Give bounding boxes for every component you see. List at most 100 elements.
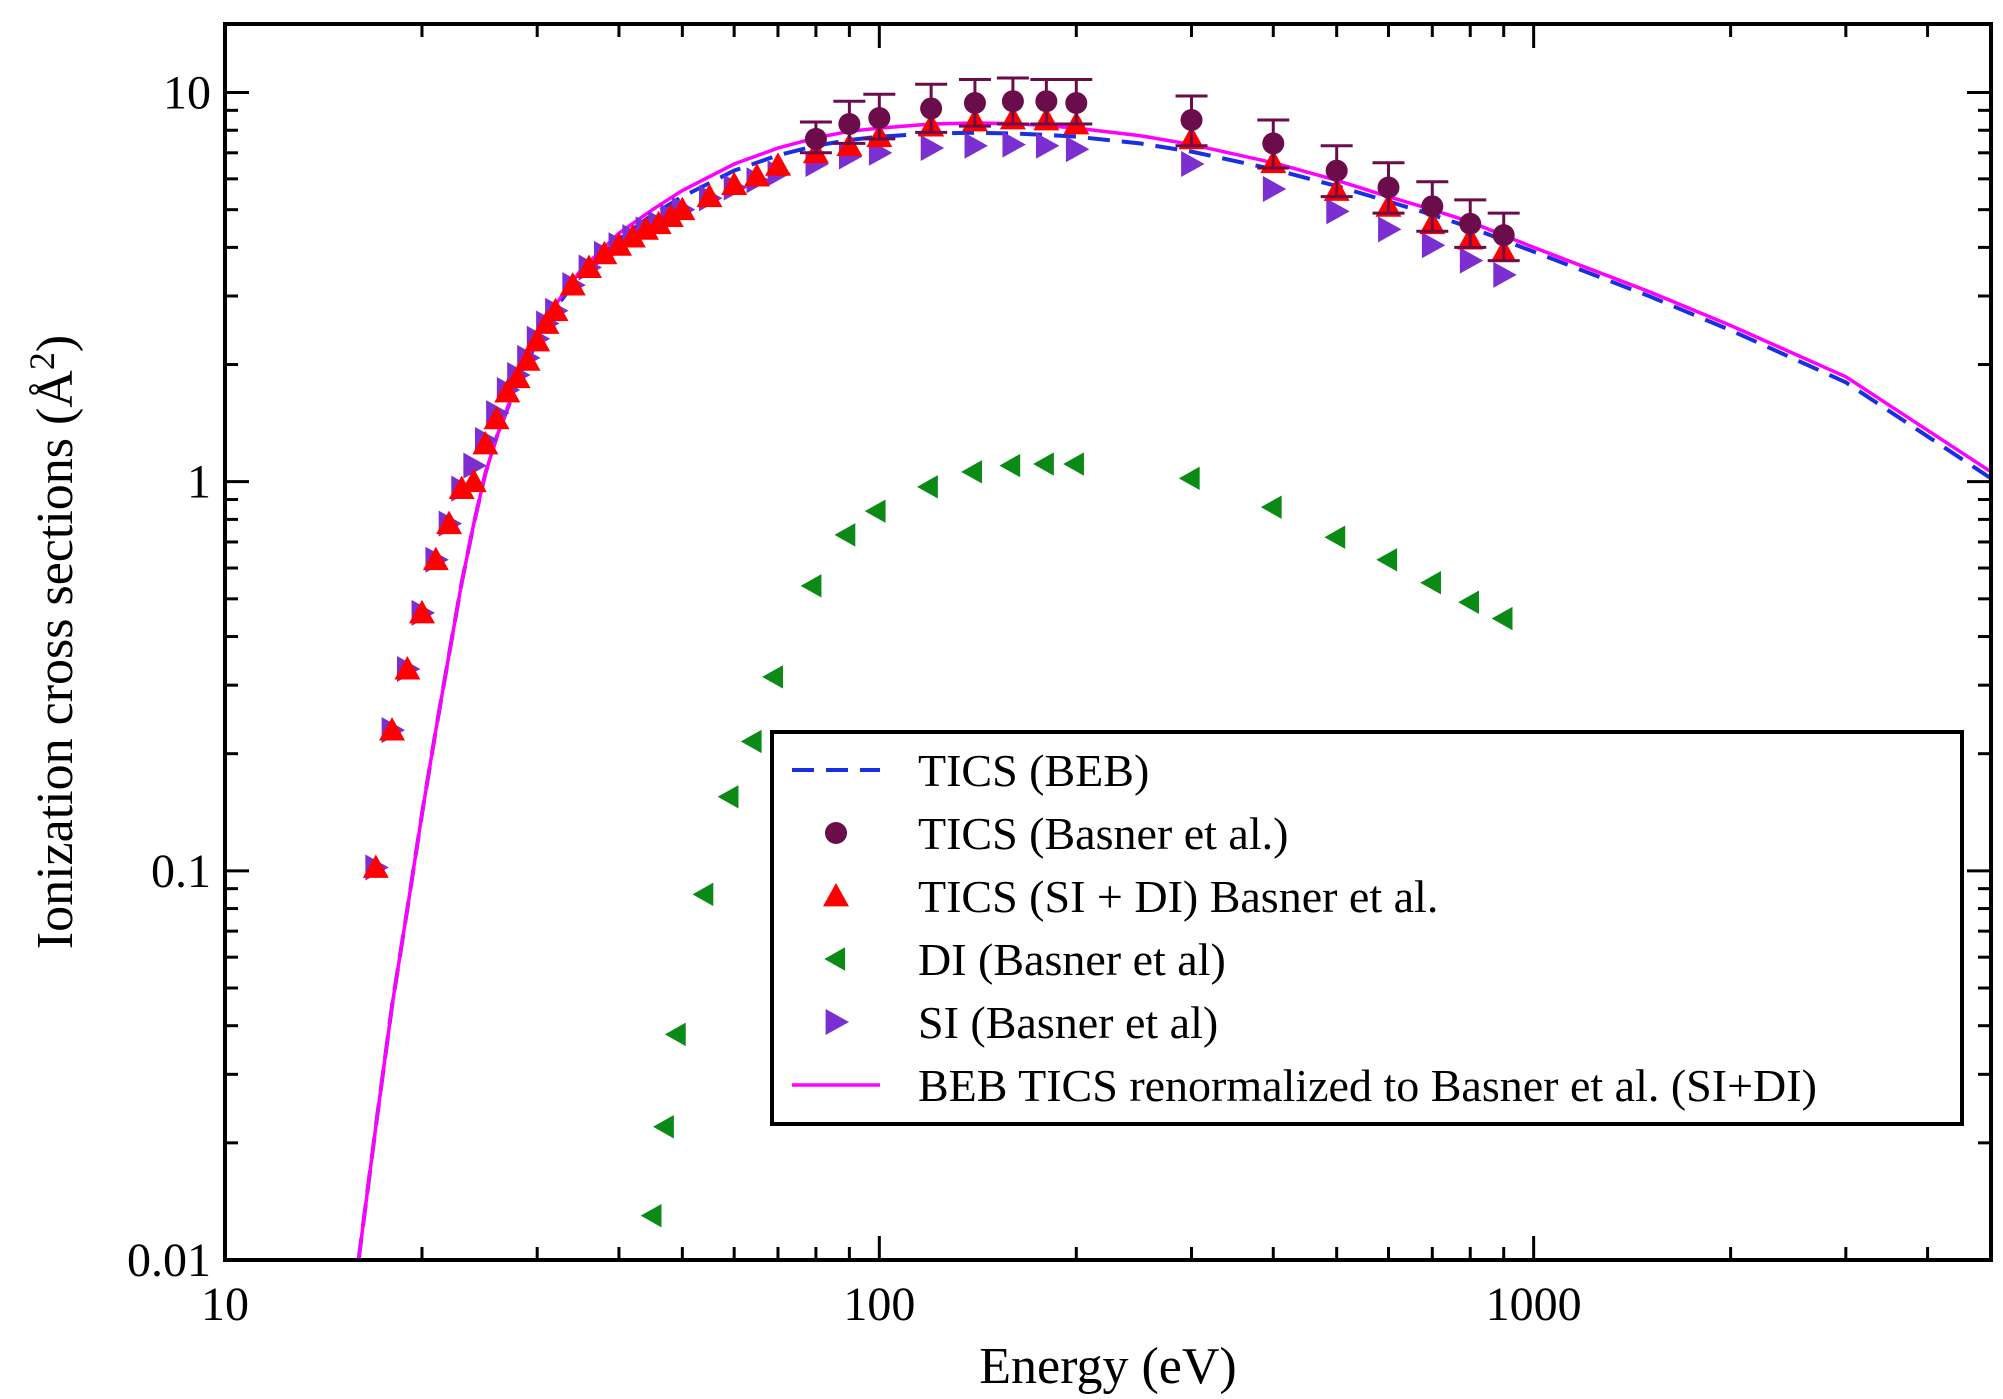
x-tick-label: 100 [843,1278,915,1331]
data-point [1377,176,1400,199]
data-point [999,453,1021,478]
data-point [1180,108,1203,131]
data-point [591,240,618,265]
data-point [657,203,684,227]
data-point [868,107,891,130]
data-point [1491,606,1513,631]
data-point [692,882,714,907]
series-5 [356,121,1991,1260]
data-point [1035,132,1060,159]
data-point [362,854,389,878]
data-point [1033,452,1054,476]
data-point [1262,132,1285,155]
data-point [717,785,739,809]
legend: TICS (BEB) TICS (Basner et al.) TICS (SI +… [770,730,1964,1126]
data-point [1458,590,1479,614]
data-point [460,468,487,493]
series-1 [799,76,1520,263]
data-point [1421,232,1446,259]
data-point [1262,176,1287,203]
legend-label: TICS (SI + DI) Basner et al. [918,871,1438,922]
data-point [619,224,646,248]
data-point [764,152,791,176]
data-point [448,475,475,499]
tick-marks [223,24,1993,1262]
legend-swatch-marker [825,822,847,844]
data-point [1492,224,1515,247]
legend-label: DI (Basner et al) [918,934,1226,985]
data-point [533,310,560,334]
data-point [1326,198,1350,225]
data-point [542,297,569,322]
data-point [1493,261,1517,288]
data-point [1376,548,1398,572]
data-point [1063,452,1084,476]
y-axis-title: Ionization cross sections (Å2) [22,335,84,949]
data-point [559,272,586,296]
data-point [804,127,827,150]
data-point [1181,151,1205,178]
y-axis-title-power: 2 [22,352,62,370]
data-point [743,163,770,187]
data-point [645,210,672,235]
plot-frame [223,22,1993,1262]
y-axis-title-main: Ionization cross sections ( [27,408,84,950]
data-point [917,475,938,499]
legend-label: TICS (BEB) [918,745,1149,796]
data-point [653,1115,674,1139]
series-line [356,121,1991,1260]
legend-label: SI (Basner et al) [918,997,1218,1048]
data-point [838,113,861,136]
data-point [514,347,541,371]
data-point [1459,212,1482,235]
legend-label: BEB TICS renormalized to Basner et al. (… [918,1060,1817,1111]
y-tick-label: 0.01 [127,1234,211,1287]
data-point [920,97,943,120]
data-point [864,499,886,523]
data-point [394,656,421,680]
y-axis-title-close: ) [27,335,84,352]
data-point [379,717,406,741]
data-point [1002,131,1026,158]
legend-swatch-marker [824,947,846,971]
data-point [1065,91,1088,114]
y-tick-label: 0.1 [151,845,211,898]
data-point [1178,466,1200,491]
data-point [436,510,463,535]
y-tick-label: 1 [187,456,211,509]
data-point [1001,90,1024,113]
tick-labels: 10 100 1000 0.01 0.1 1 10 [127,67,1582,1331]
data-point [1260,495,1282,519]
data-point [640,1203,662,1228]
data-point [800,574,822,598]
data-point [964,132,988,159]
legend-swatch-marker [825,1009,849,1035]
data-point [1421,195,1444,218]
data-point [961,460,983,484]
data-point [762,665,783,689]
data-point [1035,90,1058,113]
data-point [834,523,856,547]
y-tick-label: 10 [163,67,211,120]
x-tick-label: 1000 [1486,1278,1582,1331]
y-axis-title-unit: Å [27,370,84,408]
data-point [1065,136,1090,163]
x-tick-label: 10 [201,1278,249,1331]
legend-box [770,730,1964,1126]
data-point [1459,247,1484,274]
data-point [1324,525,1346,549]
data-point [605,232,632,256]
data-point [963,91,986,114]
data-point [494,379,521,403]
data-point [408,599,435,624]
series-layer [356,76,1991,1260]
data-point [664,1022,686,1047]
data-point [920,135,945,162]
data-point [483,405,510,430]
data-point [1420,571,1441,595]
data-point [721,171,748,195]
series-3 [640,452,1513,1228]
data-point [422,546,449,571]
